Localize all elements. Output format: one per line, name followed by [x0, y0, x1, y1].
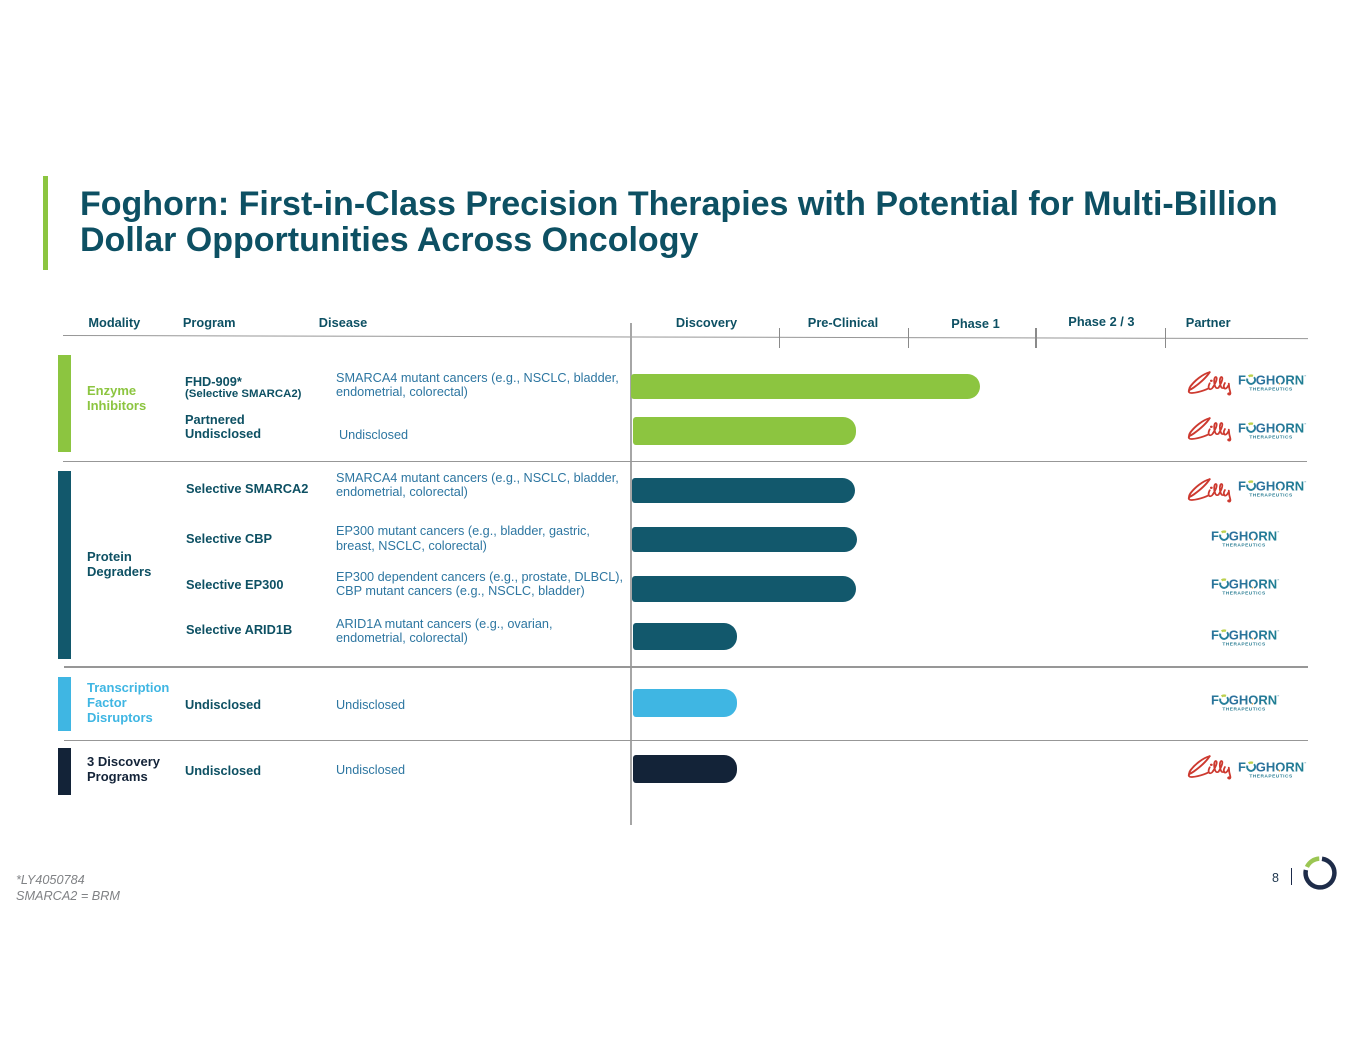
svg-text:GHORN: GHORN [1256, 760, 1304, 774]
svg-text:F: F [1211, 628, 1219, 642]
svg-text:THERAPEUTICS: THERAPEUTICS [1249, 386, 1293, 392]
svg-text:GHORN: GHORN [1228, 693, 1276, 707]
svg-text:F: F [1238, 479, 1246, 493]
svg-text:GHORN: GHORN [1228, 628, 1276, 642]
svg-text:GHORN: GHORN [1228, 529, 1276, 543]
svg-text:THERAPEUTICS: THERAPEUTICS [1249, 773, 1293, 779]
svg-text:F: F [1211, 693, 1219, 707]
svg-text:GHORN: GHORN [1256, 479, 1304, 493]
svg-text:F: F [1238, 421, 1246, 435]
svg-text:GHORN: GHORN [1228, 577, 1276, 591]
svg-text:GHORN: GHORN [1256, 373, 1304, 387]
svg-text:F: F [1211, 577, 1219, 591]
svg-text:F: F [1211, 529, 1219, 543]
svg-text:THERAPEUTICS: THERAPEUTICS [1222, 590, 1266, 596]
svg-text:THERAPEUTICS: THERAPEUTICS [1249, 434, 1293, 440]
svg-text:GHORN: GHORN [1256, 421, 1304, 435]
svg-text:THERAPEUTICS: THERAPEUTICS [1222, 641, 1266, 647]
svg-text:THERAPEUTICS: THERAPEUTICS [1249, 492, 1293, 498]
svg-text:THERAPEUTICS: THERAPEUTICS [1222, 706, 1266, 712]
svg-text:F: F [1238, 373, 1246, 387]
svg-text:THERAPEUTICS: THERAPEUTICS [1222, 542, 1266, 548]
svg-text:F: F [1238, 760, 1246, 774]
